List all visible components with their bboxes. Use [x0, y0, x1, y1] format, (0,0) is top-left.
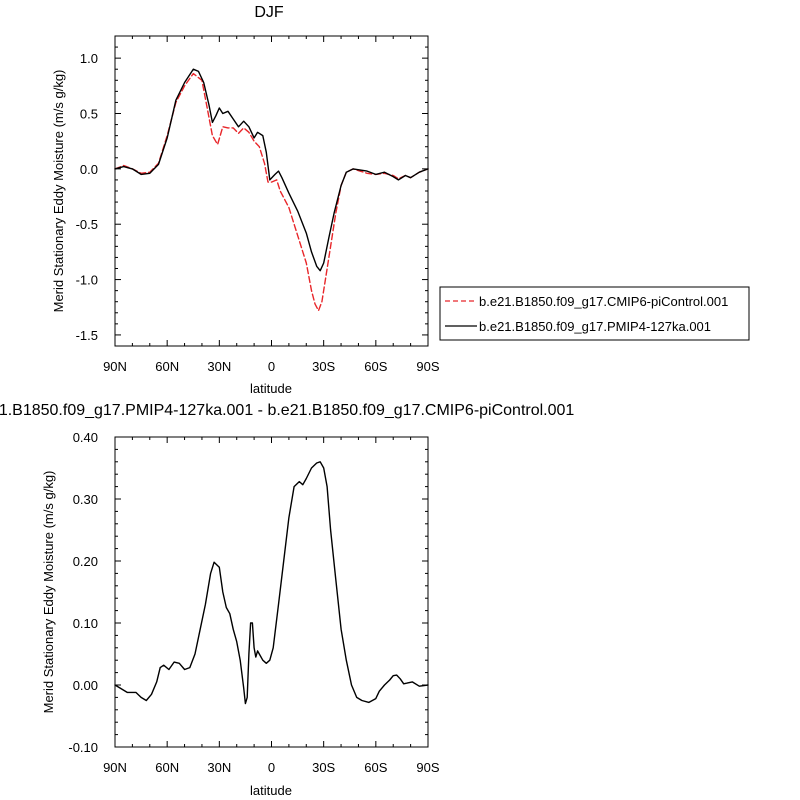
bottom-y-tick-label: 0.10	[73, 616, 98, 631]
bottom-x-tick-label: 90S	[416, 760, 439, 775]
top-x-tick-label: 30N	[207, 359, 231, 374]
bottom-x-tick-label: 90N	[103, 760, 127, 775]
top-y-tick-label: -1.5	[76, 328, 98, 343]
top-x-tick-label: 60S	[364, 359, 387, 374]
bottom-y-tick-label: 0.00	[73, 678, 98, 693]
top-y-tick-label: 1.0	[80, 51, 98, 66]
bottom-chart-title: b.e21.B1850.f09_g17.PMIP4-127ka.001 - b.…	[0, 402, 574, 419]
top-chart-curves	[114, 68, 429, 312]
bottom-chart-frame	[114, 436, 429, 748]
bottom-chart-xlabel: latitude	[250, 783, 292, 798]
top-y-tick-label: 0.0	[80, 162, 98, 177]
bottom-chart: b.e21.B1850.f09_g17.PMIP4-127ka.001 - b.…	[0, 402, 574, 798]
bottom-x-tick-label: 30S	[312, 760, 335, 775]
top-chart-title: DJF	[254, 4, 284, 21]
top-chart-frame	[114, 35, 429, 347]
legend-label-picontrol: b.e21.B1850.f09_g17.CMIP6-piControl.001	[479, 294, 728, 309]
bottom-series-line-0	[114, 461, 429, 705]
top-chart-ticks: 90N 60N 30N 0 30S 60S 90S 1.0 0.5 0.0 -0.5 -1.0 -1.5	[76, 35, 440, 374]
top-x-tick-label: 90S	[416, 359, 439, 374]
bottom-chart-ticks: 90N 60N 30N 0 30S 60S 90S 0.40 0.30 0.20 0.10 0.00 -…	[68, 430, 440, 775]
legend-box	[439, 286, 750, 341]
bottom-x-tick-label: 60S	[364, 760, 387, 775]
top-x-tick-label: 60N	[155, 359, 179, 374]
top-x-tick-label: 0	[268, 359, 275, 374]
bottom-y-tick-label: -0.10	[68, 740, 98, 755]
top-chart: DJF 90N 60N 30N 0 30S 60S 90S 1.0 0.5 0.0 -0.5 -1.0…	[51, 4, 750, 396]
top-y-tick-label: -1.0	[76, 273, 98, 288]
legend-label-127ka: b.e21.B1850.f09_g17.PMIP4-127ka.001	[479, 319, 711, 334]
top-y-tick-label: -0.5	[76, 217, 98, 232]
top-chart-xlabel: latitude	[250, 381, 292, 396]
bottom-chart-curves	[114, 461, 429, 705]
bottom-y-tick-label: 0.20	[73, 554, 98, 569]
bottom-chart-ylabel: Merid Stationary Eddy Moisture (m/s g/kg…	[41, 471, 56, 714]
top-x-tick-label: 90N	[103, 359, 127, 374]
top-y-tick-label: 0.5	[80, 107, 98, 122]
top-x-tick-label: 30S	[312, 359, 335, 374]
bottom-x-tick-label: 30N	[207, 760, 231, 775]
bottom-y-tick-label: 0.40	[73, 430, 98, 445]
top-series-line-0	[114, 72, 429, 312]
bottom-y-tick-label: 0.30	[73, 492, 98, 507]
bottom-x-tick-label: 60N	[155, 760, 179, 775]
top-series-line-1	[114, 68, 429, 272]
bottom-x-tick-label: 0	[268, 760, 275, 775]
legend: b.e21.B1850.f09_g17.CMIP6-piControl.001 …	[439, 286, 750, 341]
top-chart-ylabel: Merid Stationary Eddy Moisture (m/s g/kg…	[51, 70, 66, 313]
